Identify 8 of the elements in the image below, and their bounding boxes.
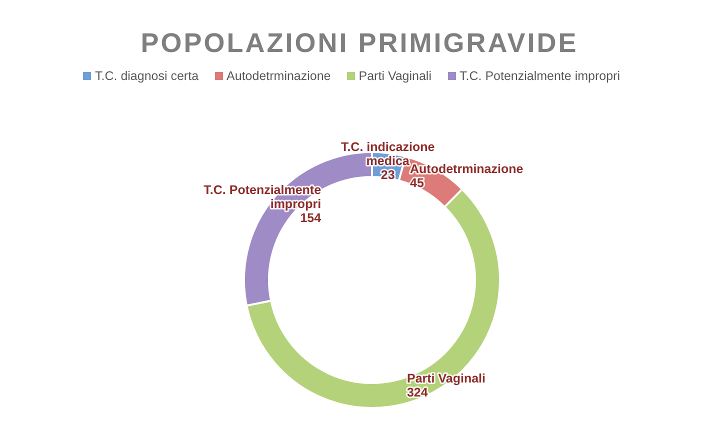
legend-label: T.C. diagnosi certa [95, 68, 199, 82]
legend-label: T.C. Potenzialmente impropri [460, 68, 620, 82]
data-label: 154 [300, 211, 322, 226]
legend-label: Parti Vaginali [358, 68, 432, 82]
chart-title: POPOLAZIONI PRIMIGRAVIDE [140, 27, 580, 60]
data-label: 324 [406, 386, 428, 400]
legend-label: Autodetrminazione [226, 68, 331, 82]
data-label: 45 [410, 176, 424, 190]
